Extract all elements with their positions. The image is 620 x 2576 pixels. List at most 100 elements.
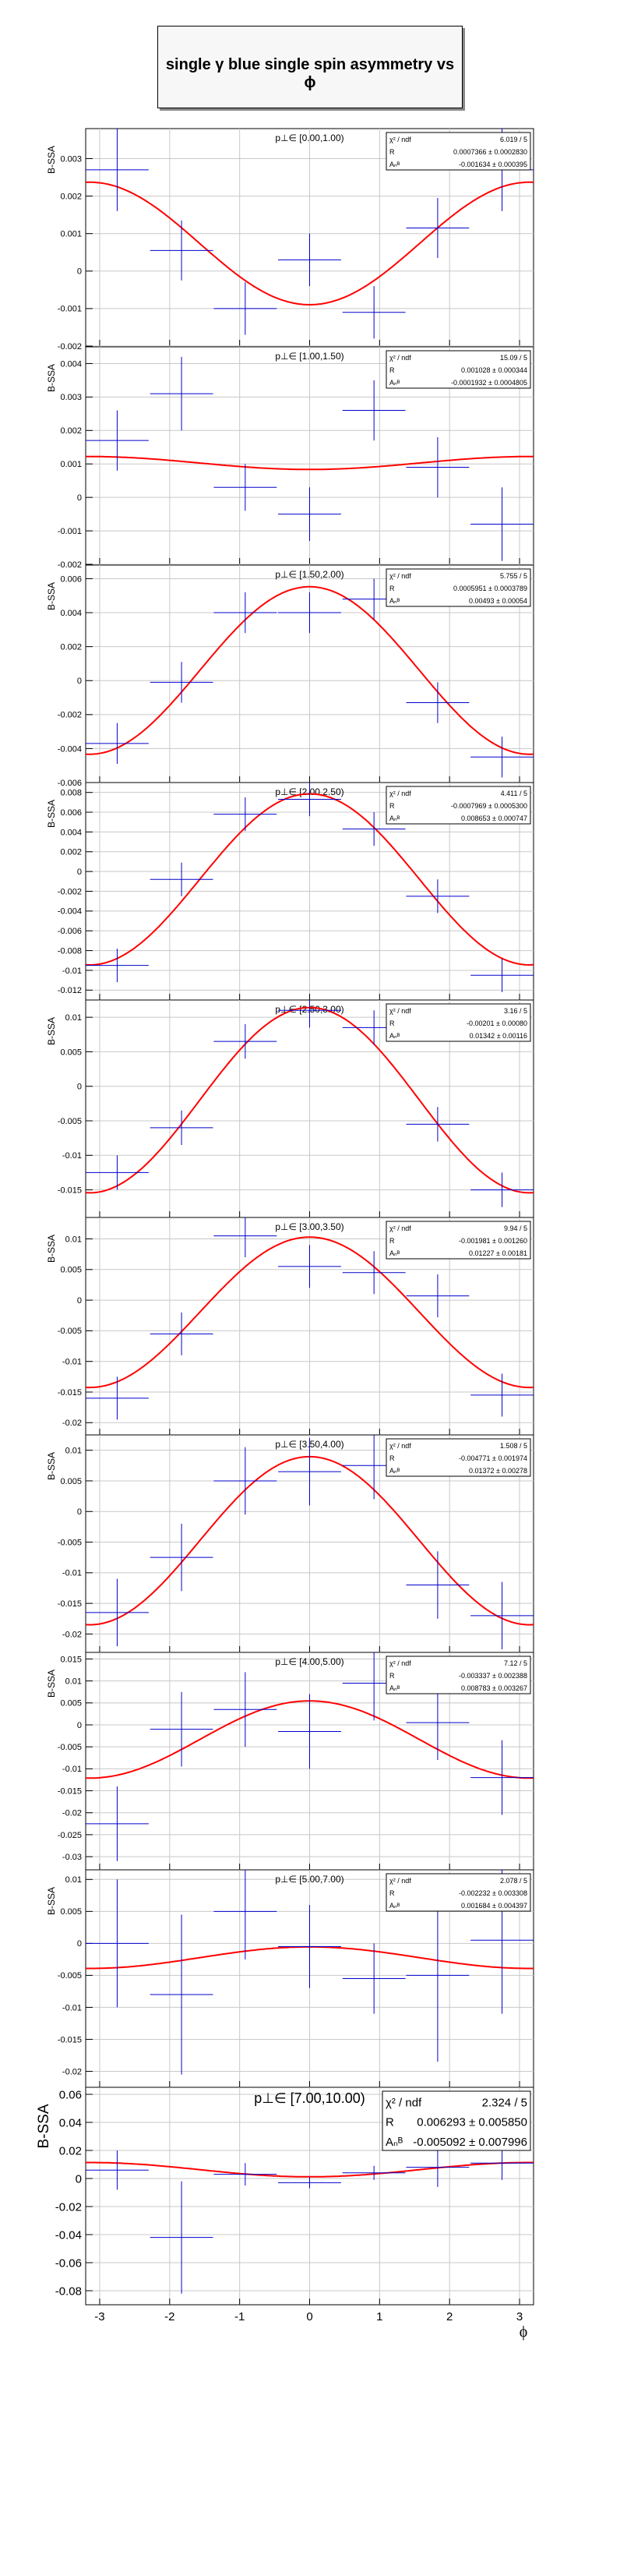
panel-8: -0.03 -0.025 -0.02 -0.015 -0.01 -0.005 0 0.005 0… — [46, 1652, 534, 1871]
panel-title: p⊥∈ [1.00,1.50) — [275, 351, 343, 362]
y-tick-label: -0.002 — [58, 887, 82, 896]
stats-value: 2.324 / 5 — [482, 2096, 527, 2109]
stats-label: R — [389, 1237, 395, 1245]
stats-value: -0.002232 ± 0.003308 — [459, 1889, 527, 1897]
panel-10: -3 -2 -1 0 1 2 3 -0.08 -0.06 -0.04 -0.02 0 0.02 0.04 0… — [36, 2087, 534, 2323]
stats-value: -0.001634 ± 0.000395 — [459, 161, 527, 168]
y-tick-label: 0.002 — [60, 642, 82, 652]
x-tick-label: 1 — [376, 2310, 382, 2323]
y-tick-label: -0.015 — [58, 1599, 82, 1609]
y-tick-label: -0.002 — [58, 342, 82, 352]
y-tick-label: -0.02 — [62, 1630, 82, 1639]
stats-box — [386, 1655, 531, 1694]
y-tick-label: -0.01 — [62, 1765, 82, 1774]
y-tick-label: -0.02 — [62, 2067, 82, 2076]
stats-label: R — [389, 1889, 395, 1897]
stats-value: 0.001684 ± 0.004397 — [461, 1902, 527, 1910]
y-tick-label: 0.001 — [60, 460, 82, 469]
y-tick-label: 0 — [77, 677, 82, 686]
y-tick-label: -0.01 — [62, 2003, 82, 2012]
stats-box — [386, 568, 531, 607]
stats-label: Aₙᴮ — [389, 1684, 400, 1692]
stats-box — [386, 350, 531, 389]
y-tick-label: 0.01 — [65, 1875, 82, 1885]
stats-label: R — [389, 148, 395, 156]
panel-title: p⊥∈ [4.00,5.00) — [275, 1656, 343, 1667]
y-tick-label: 0 — [77, 493, 82, 503]
x-tick-label: -1 — [234, 2310, 245, 2323]
y-tick-label: 0.005 — [60, 1266, 82, 1275]
stats-value: -0.001981 ± 0.001260 — [459, 1237, 527, 1245]
stats-value: 15.09 / 5 — [500, 354, 527, 362]
stats-value: 9.94 / 5 — [504, 1224, 527, 1232]
stats-value: 0.001028 ± 0.000344 — [461, 366, 527, 374]
y-tick-label: 0.004 — [60, 359, 82, 369]
y-axis-label: B-SSA — [46, 1235, 57, 1263]
y-tick-label: 0.002 — [60, 192, 82, 201]
stats-label: χ² / ndf — [389, 1224, 411, 1232]
stats-value: 0.006293 ± 0.005850 — [417, 2116, 527, 2129]
y-tick-label: -0.01 — [62, 1569, 82, 1578]
y-tick-label: 0.01 — [65, 1446, 82, 1455]
stats-label: χ² / ndf — [386, 2096, 422, 2109]
stats-label: Aₙᴮ — [386, 2136, 403, 2149]
y-tick-label: 0.01 — [65, 1677, 82, 1686]
y-tick-label: -0.025 — [58, 1831, 82, 1840]
stats-label: χ² / ndf — [389, 1442, 411, 1450]
stats-value: 3.16 / 5 — [504, 1007, 527, 1015]
y-tick-label: 0 — [76, 2172, 82, 2186]
y-tick-label: -0.001 — [58, 527, 82, 536]
stats-box — [386, 1003, 531, 1042]
chart-title: single γ blue single spin asymmetry vs ϕ — [165, 56, 455, 91]
stats-value: -0.005092 ± 0.007996 — [413, 2136, 527, 2149]
y-axis-label: B-SSA — [46, 1452, 57, 1480]
y-tick-label: 0.008 — [60, 789, 82, 798]
y-tick-label: -0.03 — [62, 1853, 82, 1862]
panel-9: -0.02 -0.015 -0.01 -0.005 0 0.005 0.01 B-SSA p⊥∈… — [46, 1869, 534, 2088]
y-tick-label: 0.006 — [60, 574, 82, 584]
stats-box — [382, 2090, 531, 2151]
stats-value: -0.0001932 ± 0.0004805 — [451, 379, 527, 387]
y-tick-label: 0.004 — [60, 609, 82, 618]
y-tick-label: 0 — [77, 267, 82, 277]
fit-curve — [86, 2161, 534, 2178]
panel-title: p⊥∈ [0.00,1.00) — [275, 133, 343, 143]
x-axis-label: ϕ — [520, 2323, 528, 2341]
y-tick-label: 0.01 — [65, 1235, 82, 1244]
stats-value: -0.00201 ± 0.00080 — [467, 1019, 527, 1027]
y-tick-label: -0.015 — [58, 2035, 82, 2044]
y-tick-label: 0.002 — [60, 848, 82, 857]
y-tick-label: 0.005 — [60, 1048, 82, 1057]
y-tick-label: -0.01 — [62, 1358, 82, 1367]
panel-4: -0.012 -0.01 -0.008 -0.006 -0.004 -0.002 0 0.00… — [46, 782, 534, 1001]
panel-title: p⊥∈ [3.00,3.50) — [275, 1221, 343, 1232]
stats-box — [386, 786, 531, 825]
y-tick-label: -0.015 — [58, 1388, 82, 1398]
x-tick-label: -3 — [94, 2310, 104, 2323]
stats-value: 0.0005951 ± 0.0003789 — [453, 585, 527, 592]
fit-curve — [85, 181, 534, 306]
y-tick-label: -0.005 — [58, 1117, 82, 1126]
y-tick-label: -0.001 — [58, 305, 82, 314]
y-tick-label: 0.015 — [60, 1655, 82, 1664]
y-tick-label: 0.004 — [60, 828, 82, 837]
stats-value: -0.004771 ± 0.001974 — [459, 1454, 527, 1462]
y-tick-label: 0.005 — [60, 1907, 82, 1917]
stats-label: Aₙᴮ — [389, 1032, 400, 1040]
stats-label: χ² / ndf — [389, 572, 411, 580]
y-tick-label: -0.002 — [58, 560, 82, 570]
y-tick-label: -0.012 — [58, 986, 82, 995]
stats-value: 1.508 / 5 — [500, 1442, 527, 1450]
stats-value: 0.008783 ± 0.003267 — [461, 1684, 527, 1692]
y-tick-label: -0.015 — [58, 1186, 82, 1195]
stats-value: 7.12 / 5 — [504, 1659, 527, 1667]
stats-label: χ² / ndf — [389, 136, 411, 143]
stats-label: χ² / ndf — [389, 354, 411, 362]
stats-label: Aₙᴮ — [389, 597, 400, 605]
stats-label: R — [389, 1672, 395, 1680]
y-tick-label: 0.001 — [60, 230, 82, 239]
y-tick-label: -0.005 — [58, 1971, 82, 1981]
